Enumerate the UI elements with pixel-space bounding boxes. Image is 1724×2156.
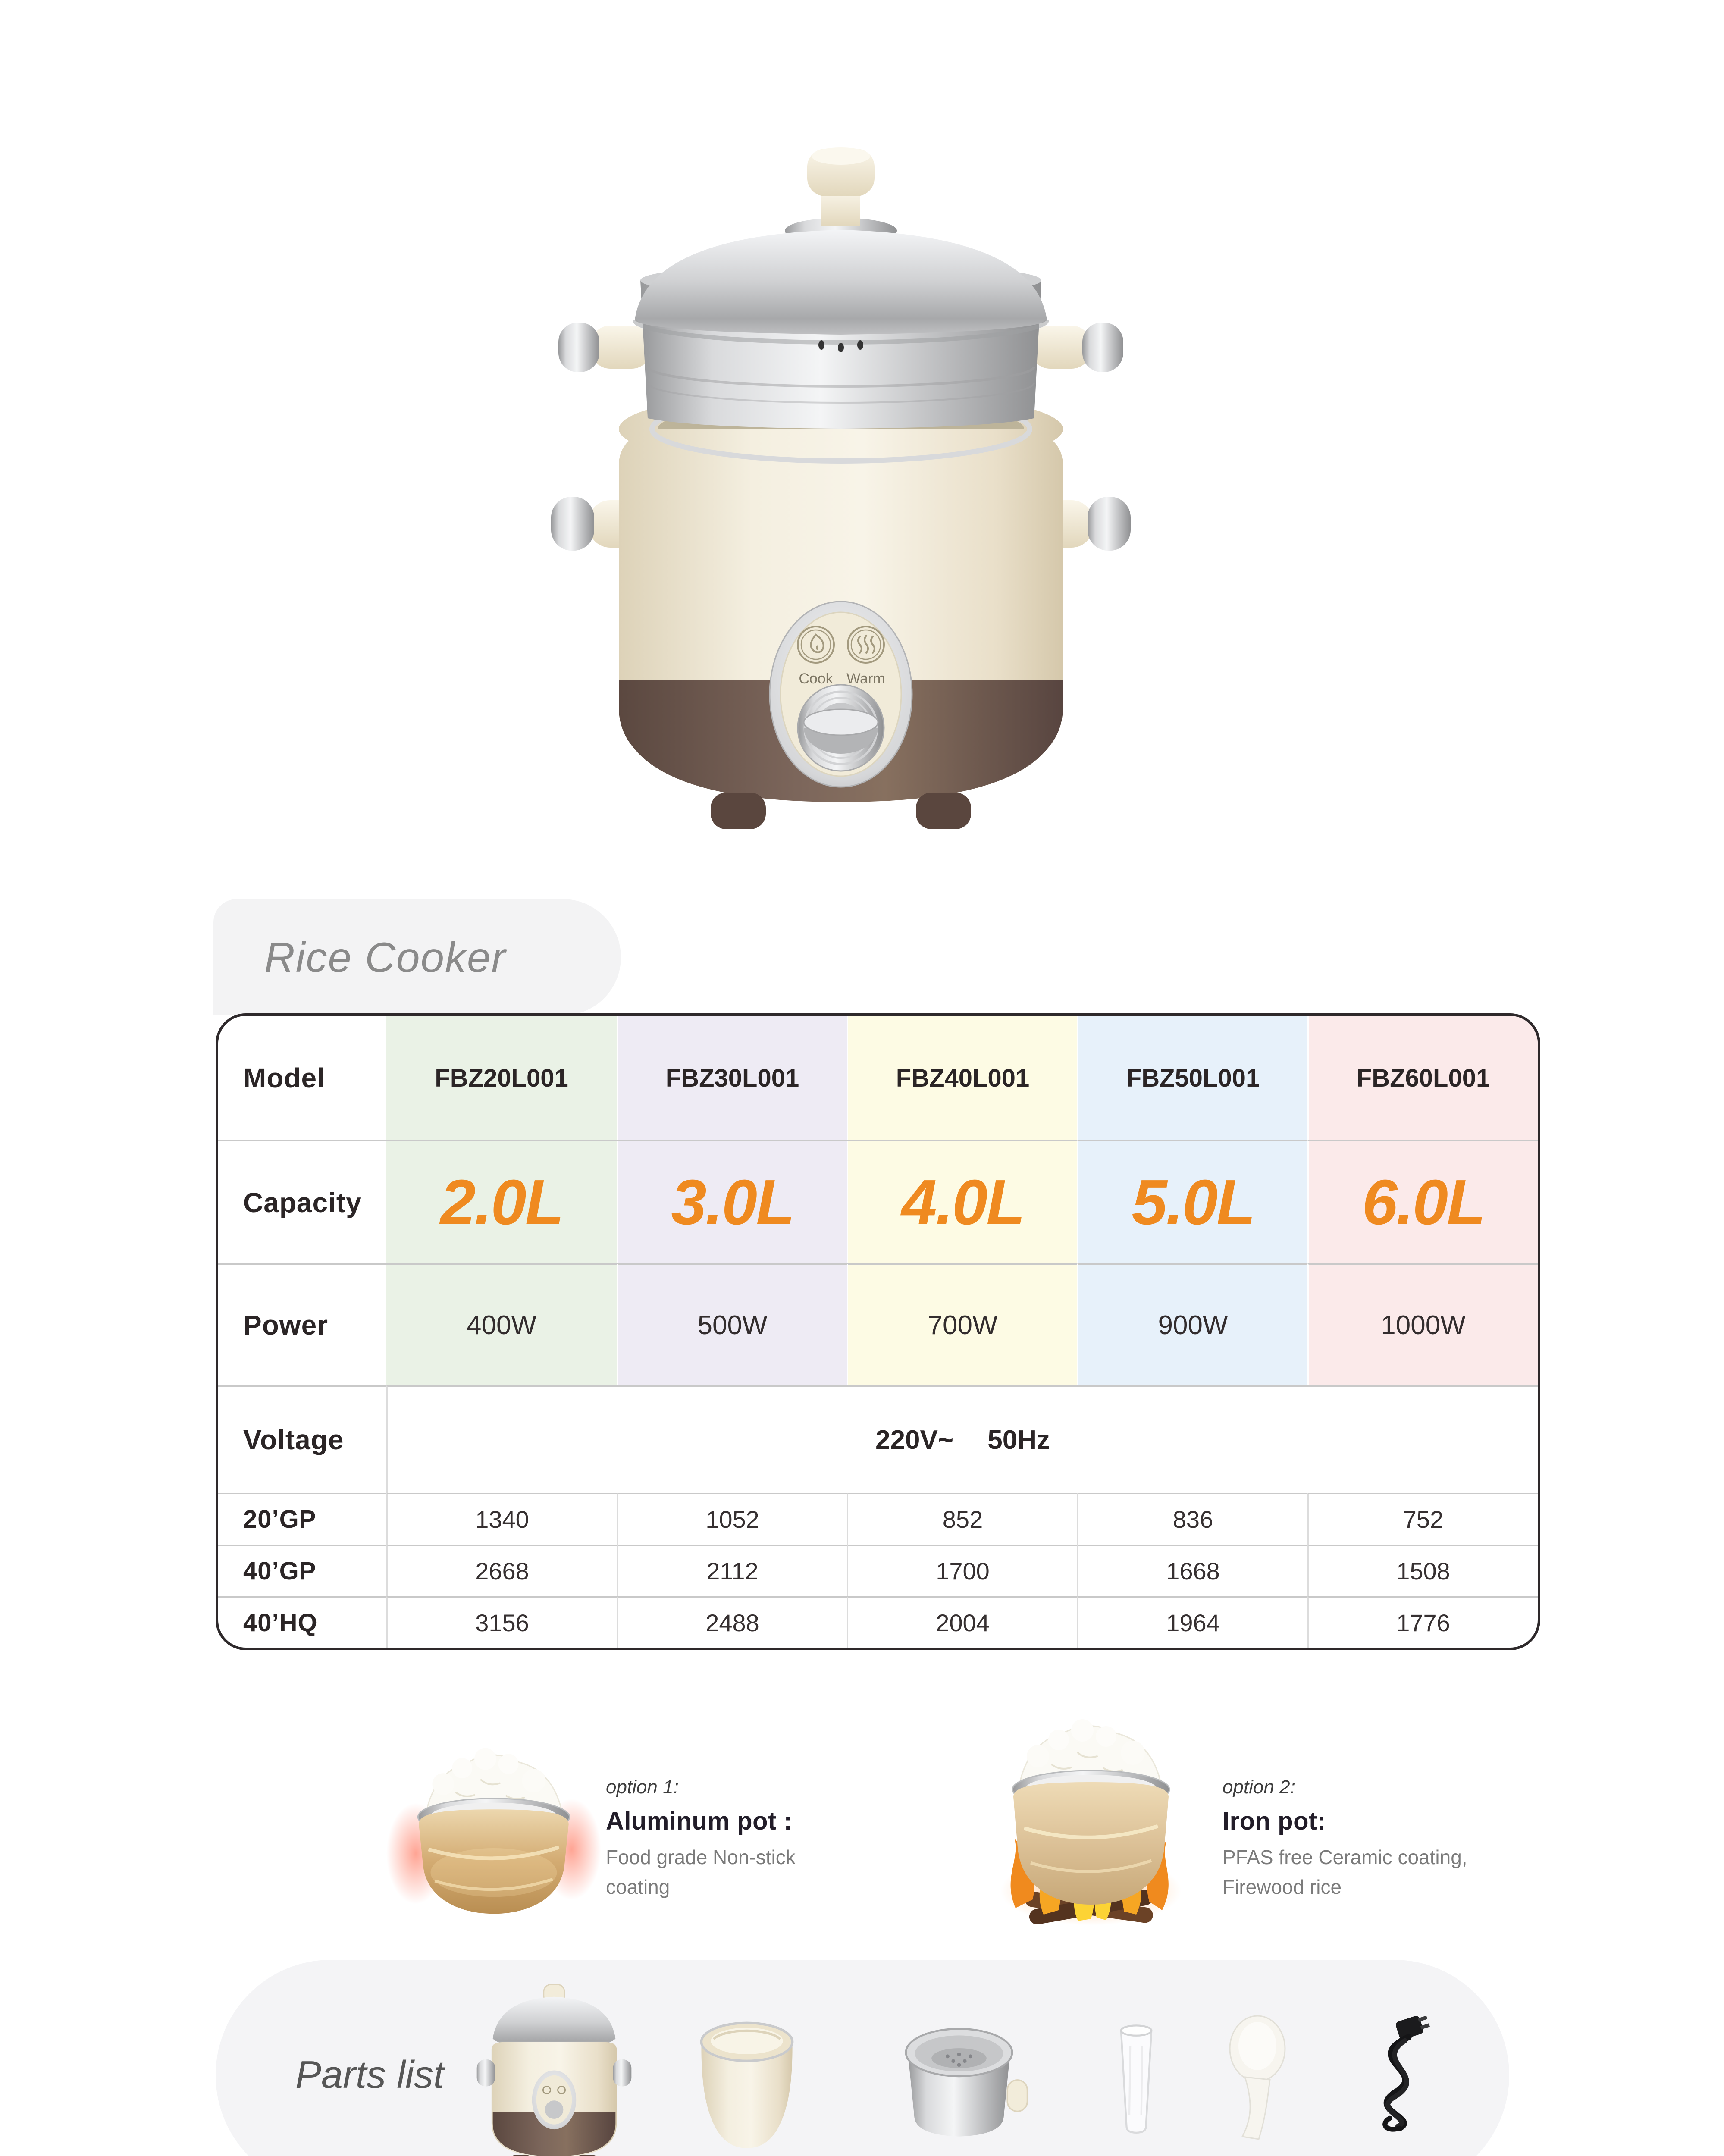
row-label-20gp: 20’GP bbox=[218, 1493, 386, 1545]
capacity-value: 3.0L bbox=[617, 1140, 847, 1263]
option-1-text: option 1: Aluminum pot : Food grade Non-… bbox=[606, 1777, 890, 1902]
option-desc: Food grade Non-stick coating bbox=[606, 1846, 796, 1898]
aluminum-pot-image bbox=[386, 1748, 601, 1914]
section-title: Rice Cooker bbox=[264, 933, 507, 981]
part-rice-spoon-image bbox=[1229, 2015, 1286, 2140]
option-title: Iron pot: bbox=[1222, 1807, 1326, 1835]
voltage-value: 220V~ 50Hz bbox=[386, 1385, 1538, 1493]
model-value: FBZ40L001 bbox=[847, 1016, 1077, 1140]
40gp-value: 2112 bbox=[617, 1545, 847, 1596]
40hq-value: 2004 bbox=[847, 1596, 1077, 1648]
power-value: 500W bbox=[617, 1263, 847, 1385]
cook-indicator-icon bbox=[797, 626, 835, 664]
capacity-value: 4.0L bbox=[847, 1140, 1077, 1263]
lid-vent bbox=[857, 340, 863, 350]
steamer-handle-left bbox=[558, 323, 651, 372]
body-rim-front bbox=[619, 429, 1063, 469]
warm-label: Warm bbox=[846, 671, 885, 687]
option-label: option 1: bbox=[606, 1777, 679, 1798]
steamer-lid bbox=[633, 147, 1049, 352]
control-knob[interactable] bbox=[797, 684, 885, 772]
row-label-model: Model bbox=[243, 1062, 325, 1094]
power-value: 900W bbox=[1077, 1263, 1307, 1385]
warm-indicator-icon bbox=[847, 626, 885, 664]
20gp-value: 836 bbox=[1077, 1493, 1307, 1545]
cook-label: Cook bbox=[799, 671, 833, 687]
20gp-value: 1052 bbox=[617, 1493, 847, 1545]
parts-list-band: Parts list bbox=[216, 1960, 1509, 2156]
40gp-value: 1668 bbox=[1077, 1545, 1307, 1596]
rice-cooker-product-image: Cook Warm bbox=[551, 147, 1131, 829]
iron-pot-image bbox=[1000, 1719, 1182, 1925]
row-label-power: Power bbox=[218, 1263, 386, 1385]
model-value: FBZ20L001 bbox=[386, 1016, 617, 1140]
40hq-value: 3156 bbox=[386, 1596, 617, 1648]
capacity-value: 2.0L bbox=[386, 1140, 617, 1263]
row-label-voltage: Voltage bbox=[218, 1385, 386, 1493]
20gp-value: 752 bbox=[1307, 1493, 1538, 1545]
capacity-value: 5.0L bbox=[1077, 1140, 1307, 1263]
part-rice-cooker-image bbox=[476, 1984, 632, 2156]
option-2-text: option 2: Iron pot: PFAS free Ceramic co… bbox=[1222, 1777, 1507, 1902]
model-value: FBZ60L001 bbox=[1307, 1016, 1538, 1140]
power-value: 700W bbox=[847, 1263, 1077, 1385]
lid-vent bbox=[838, 343, 844, 352]
spec-table: Model FBZ20L001 FBZ30L001 FBZ40L001 FBZ5… bbox=[216, 1013, 1540, 1650]
option-desc: PFAS free Ceramic coating, Firewood rice bbox=[1222, 1846, 1467, 1898]
power-value: 1000W bbox=[1307, 1263, 1538, 1385]
section-title-tab: Rice Cooker bbox=[213, 899, 621, 1015]
20gp-value: 852 bbox=[847, 1493, 1077, 1545]
40hq-value: 1964 bbox=[1077, 1596, 1307, 1648]
parts-list-title: Parts list bbox=[295, 2053, 445, 2096]
model-value: FBZ50L001 bbox=[1077, 1016, 1307, 1140]
row-label-40hq: 40’HQ bbox=[218, 1596, 386, 1648]
row-label-capacity: Capacity bbox=[218, 1140, 386, 1263]
part-measuring-cup-image bbox=[1120, 2024, 1153, 2134]
40hq-value: 1776 bbox=[1307, 1596, 1538, 1648]
40gp-value: 2668 bbox=[386, 1545, 617, 1596]
part-inner-pot-image bbox=[700, 2021, 794, 2148]
40hq-value: 2488 bbox=[617, 1596, 847, 1648]
power-value: 400W bbox=[386, 1263, 617, 1385]
40gp-value: 1508 bbox=[1307, 1545, 1538, 1596]
lid-vent bbox=[818, 340, 824, 350]
capacity-value: 6.0L bbox=[1307, 1140, 1538, 1263]
20gp-value: 1340 bbox=[386, 1493, 617, 1545]
part-power-cord-image bbox=[1382, 2015, 1430, 2132]
model-value: FBZ30L001 bbox=[617, 1016, 847, 1140]
cooker-foot-left bbox=[711, 793, 766, 829]
option-title: Aluminum pot : bbox=[606, 1807, 793, 1835]
option-label: option 2: bbox=[1222, 1777, 1295, 1798]
steamer-handle-right bbox=[1031, 323, 1123, 372]
control-panel: Cook Warm bbox=[769, 601, 913, 788]
cooker-foot-right bbox=[916, 793, 971, 829]
part-steamer-basket-image bbox=[905, 2028, 1028, 2137]
40gp-value: 1700 bbox=[847, 1545, 1077, 1596]
row-label-40gp: 40’GP bbox=[218, 1545, 386, 1596]
